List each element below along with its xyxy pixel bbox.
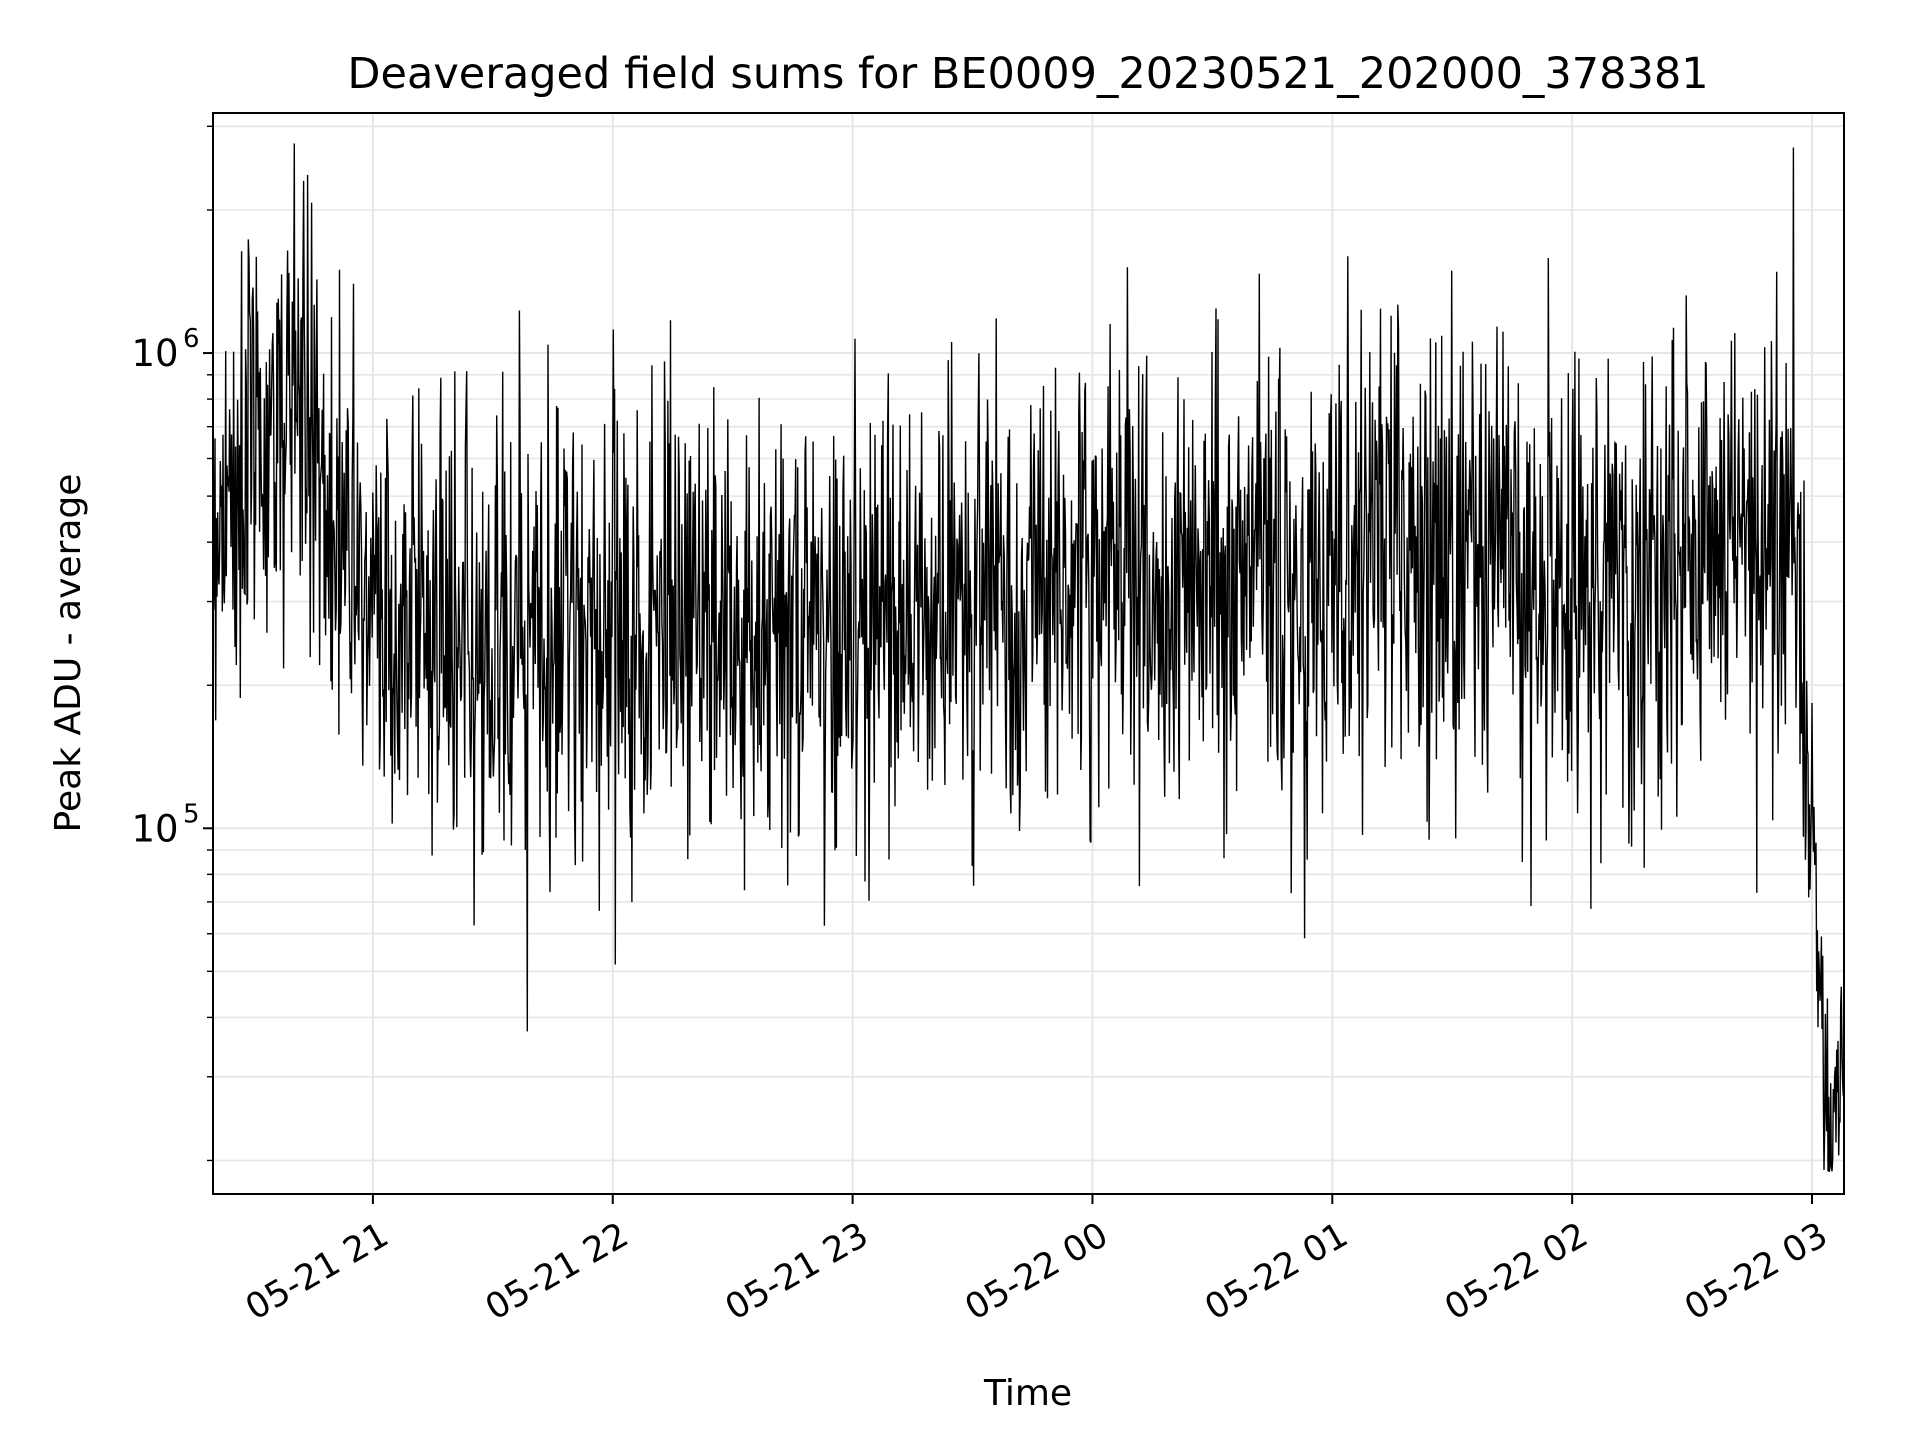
y-tick-label: 10 — [131, 807, 178, 850]
y-tick-label: 10 — [131, 332, 178, 375]
x-axis-label: Time — [983, 1373, 1072, 1414]
plot-frame — [212, 112, 1845, 1195]
chart-title: Deaveraged field sums for BE0009_2023052… — [347, 49, 1708, 99]
y-tick-exponent: 5 — [183, 799, 200, 829]
y-tick-exponent: 6 — [183, 324, 200, 354]
plot-area — [212, 143, 1845, 1172]
series-line — [212, 143, 1845, 1172]
y-axis-label: Peak ADU - average — [48, 474, 89, 833]
